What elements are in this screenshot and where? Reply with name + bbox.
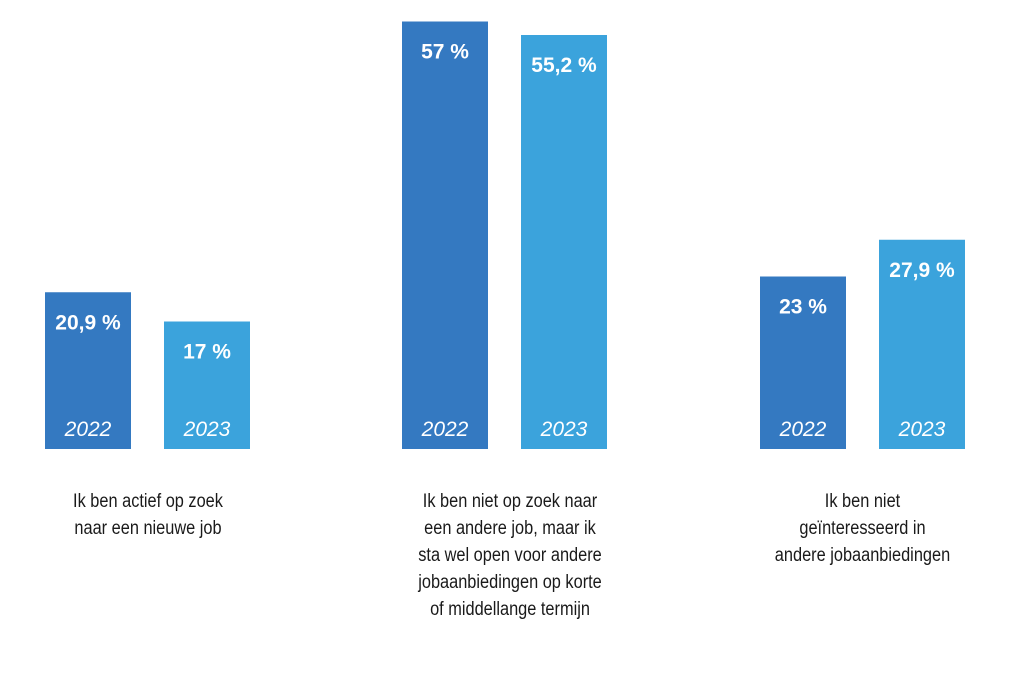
category-label-3: Ik ben niet geïnteresseerd in andere job…: [749, 488, 977, 569]
bar-2023: [879, 239, 965, 449]
category-label-line: andere jobaanbiedingen: [774, 545, 951, 566]
bar-group-2023: 55,2 % 2023: [521, 35, 607, 449]
bar-year-label: 2022: [64, 418, 112, 441]
bar-group-2023: 17 % 2023: [164, 321, 250, 449]
bar-2023: [164, 321, 250, 449]
category-label-1: Ik ben actief op zoek naar een nieuwe jo…: [38, 488, 258, 542]
bar-year-label: 2023: [183, 418, 231, 441]
category-label-line: Ik ben niet op zoek naar: [422, 491, 598, 512]
bar-value-label: 57 %: [421, 41, 469, 64]
category-label-line: Ik ben actief op zoek: [73, 491, 223, 512]
bar-year-label: 2023: [540, 418, 588, 441]
category-label-line: of middellange termijn: [430, 599, 590, 620]
category-label-line: jobaanbiedingen op korte: [418, 572, 602, 593]
category-label-line: geïnteresseerd in: [799, 518, 926, 539]
category-label-line: Ik ben niet: [824, 491, 901, 512]
bar-value-label: 20,9 %: [55, 311, 121, 334]
category-label-line: sta wel open voor andere: [418, 545, 602, 566]
bar-2022: [45, 292, 131, 449]
category-label-line: een andere job, maar ik: [424, 518, 596, 539]
bar-2022: [760, 276, 846, 449]
bar-group-2022: 57 % 2022: [402, 21, 488, 449]
bar-group-2023: 27,9 % 2023: [879, 239, 965, 449]
bar-group-2022: 23 % 2022: [760, 276, 846, 449]
category-label-line: naar een nieuwe job: [74, 518, 222, 539]
category-label-2: Ik ben niet op zoek naar een andere job,…: [385, 488, 634, 623]
bar-year-label: 2022: [779, 418, 827, 441]
bar-value-label: 55,2 %: [531, 54, 597, 77]
bar-value-label: 23 %: [779, 296, 827, 319]
bar-value-label: 27,9 %: [889, 259, 955, 282]
bar-2022: [402, 21, 488, 449]
bar-group-2022: 20,9 % 2022: [45, 292, 131, 449]
bar-year-label: 2022: [421, 418, 469, 441]
bar-2023: [521, 35, 607, 449]
bar-value-label: 17 %: [183, 341, 231, 364]
bar-year-label: 2023: [898, 418, 946, 441]
